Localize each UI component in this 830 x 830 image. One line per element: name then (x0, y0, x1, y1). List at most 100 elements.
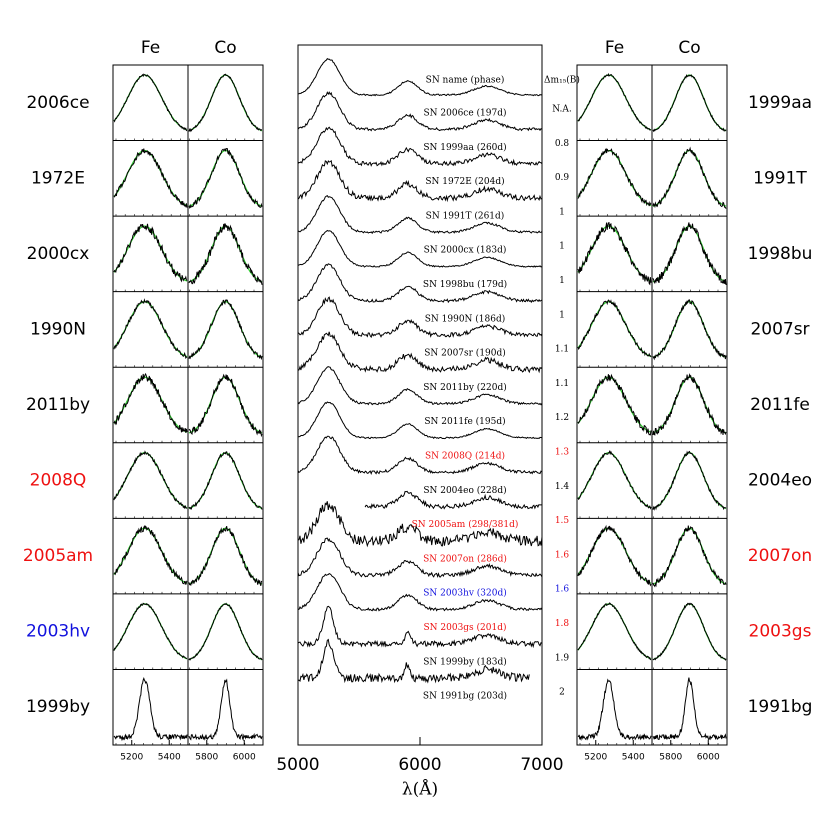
center-spectrum (297, 58, 543, 97)
center-spectrum (297, 537, 543, 578)
dm15-value: 1.4 (555, 482, 570, 492)
center-spectrum (297, 435, 543, 475)
center-spectrum (297, 366, 543, 406)
dm-header: Δm₁₅(B) (544, 75, 580, 86)
center-spectrum (297, 91, 543, 132)
center-spectrum (297, 605, 543, 649)
model-fit (652, 527, 727, 585)
sn-entry: SN 2004eo (228d) (423, 485, 506, 496)
sn-label: 2003hv (26, 622, 90, 642)
spectrum (652, 525, 727, 588)
column-header: Co (678, 38, 700, 58)
sn-entry: SN 1991bg (203d) (423, 691, 507, 702)
dm15-value: 1.6 (555, 550, 570, 560)
spectrum (652, 299, 727, 361)
spectrum (577, 222, 652, 286)
spectrum (113, 148, 188, 208)
spectrum (188, 526, 263, 587)
sn-label: 2003gs (749, 622, 812, 642)
sn-label: 2000cx (27, 244, 90, 264)
x-tick-label: 5800 (659, 753, 682, 763)
model-fit (113, 301, 188, 358)
spectrum (577, 602, 652, 661)
spectrum (113, 676, 188, 742)
sn-label: 2007on (748, 546, 812, 566)
sn-entry: SN 2003gs (201d) (423, 622, 506, 633)
spectrum (577, 449, 652, 510)
center-spectrum (297, 331, 543, 374)
dm15-value: 1.3 (555, 448, 570, 458)
spectrum (113, 602, 188, 660)
spectrum (652, 146, 727, 209)
x-tick-label: 6000 (697, 753, 720, 763)
dm15-value: 1 (559, 242, 565, 252)
sn-entry: SN 1999by (183d) (423, 656, 506, 667)
column-header: Fe (141, 38, 160, 58)
spectrum (188, 73, 262, 133)
dm15-value: N.A. (552, 105, 572, 115)
sn-label: 2007sr (750, 319, 809, 339)
x-tick-label: 6000 (398, 755, 441, 775)
x-tick-label: 5800 (195, 753, 218, 763)
sn-label: 2008Q (30, 471, 87, 491)
dm15-value: 1.1 (555, 345, 569, 355)
column-header: Co (214, 38, 236, 58)
sn-label: 2006ce (26, 93, 89, 113)
dm15-value: 1 (559, 276, 565, 286)
sn-entry: SN 2007on (286d) (423, 553, 507, 564)
sn-label: 1972E (31, 168, 85, 188)
center-spectrum (297, 195, 543, 235)
spectrum (188, 223, 263, 285)
sn-label: 2011by (26, 395, 90, 415)
sn-entry: SN 1972E (204d) (425, 176, 504, 187)
x-tick-label: 7000 (520, 755, 563, 775)
sn-entry: SN 2011by (220d) (423, 382, 506, 393)
center-spectrum (297, 159, 543, 203)
spectrum (188, 602, 263, 661)
dm15-value: 1 (559, 310, 565, 320)
sn-label: 1990N (30, 319, 86, 339)
sn-label: 1998bu (748, 244, 813, 264)
sn-entry: SN 2007sr (190d) (424, 348, 506, 359)
sn-entry: SN 2008Q (214d) (425, 451, 505, 462)
spectrum (652, 73, 727, 133)
sn-label: 1999aa (748, 93, 812, 113)
sn-label: 1999by (26, 697, 90, 717)
spectrum (188, 373, 263, 438)
spectrum (188, 451, 263, 511)
spectrum (577, 299, 652, 358)
spectrum (577, 373, 652, 436)
dm15-value: 2 (559, 688, 565, 698)
spectrum (652, 222, 727, 286)
center-spectrum (297, 229, 543, 268)
sn-label: 1991T (753, 168, 807, 188)
x-axis-label: λ(Å) (402, 779, 438, 800)
x-tick-label: 5400 (158, 753, 181, 763)
center-spectrum (297, 638, 530, 684)
spectrum (188, 298, 263, 361)
dm15-value: 1.8 (555, 619, 570, 629)
sn-entry: SN 2003hv (320d) (423, 588, 507, 599)
sn-entry: SN 1998bu (179d) (423, 279, 507, 290)
spectrum (188, 678, 263, 742)
model-fit (577, 149, 652, 207)
center-spectrum (298, 401, 543, 440)
spectrum (577, 72, 652, 131)
dm15-value: 1 (559, 207, 565, 217)
sn-label: 2011fe (750, 395, 810, 415)
spectrum (577, 524, 652, 587)
spectrum (652, 602, 727, 661)
x-tick-label: 5200 (584, 753, 607, 763)
dm15-value: 0.9 (555, 173, 570, 183)
sn-entry: SN 1999aa (260d) (423, 142, 506, 153)
sn-entry: SN 1990N (186d) (425, 313, 506, 324)
dm15-value: 1.6 (555, 585, 570, 595)
spectrum (652, 373, 727, 436)
name-header: SN name (phase) (426, 75, 505, 86)
sn-entry: SN 1991T (261d) (426, 210, 505, 221)
x-tick-label: 5400 (622, 753, 645, 763)
x-tick-label: 5000 (276, 755, 319, 775)
sn-label: 2005am (23, 546, 93, 566)
spectrum (113, 450, 188, 510)
center-spectrum (297, 263, 543, 304)
